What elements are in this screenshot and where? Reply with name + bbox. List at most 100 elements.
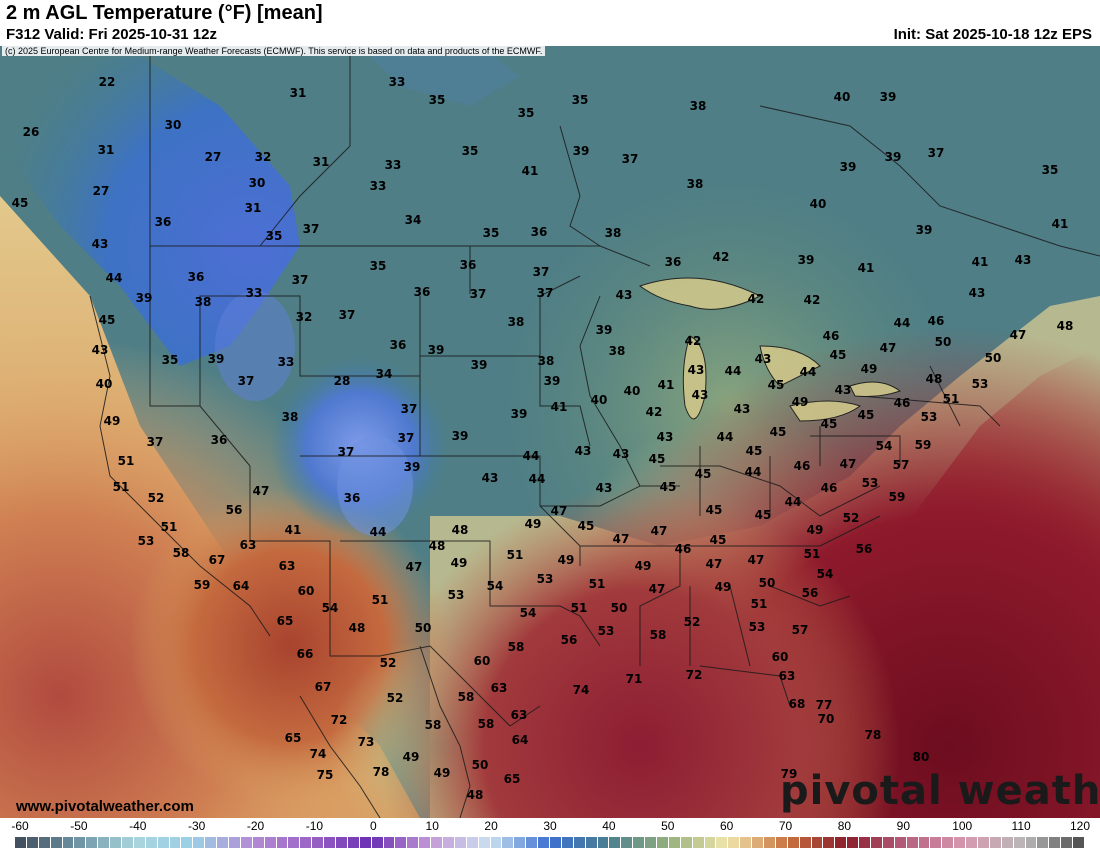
temperature-label: 45: [829, 348, 847, 362]
temperature-label: 37: [237, 374, 255, 388]
temperature-label: 41: [857, 261, 875, 275]
legend-swatch: [443, 837, 454, 848]
temperature-label: 59: [193, 578, 211, 592]
temperature-label: 35: [1041, 163, 1059, 177]
legend-swatch: [859, 837, 870, 848]
temperature-label: 63: [278, 559, 296, 573]
legend-swatch: [431, 837, 442, 848]
temperature-label: 39: [915, 223, 933, 237]
legend-swatch: [799, 837, 811, 848]
temperature-label: 36: [530, 225, 548, 239]
temperature-label: 51: [371, 593, 389, 607]
legend-swatch: [407, 837, 419, 848]
temperature-label: 37: [337, 445, 355, 459]
legend-swatch: [526, 837, 538, 848]
legend-swatch: [775, 837, 787, 848]
temperature-label: 41: [284, 523, 302, 537]
legend-swatch: [1037, 837, 1049, 848]
temperature-label: 72: [685, 668, 703, 682]
temperature-label: 43: [612, 447, 630, 461]
temperature-label: 58: [424, 718, 442, 732]
legend-tick-label: -30: [187, 819, 206, 833]
legend-swatch: [894, 837, 906, 848]
temperature-label: 37: [146, 435, 164, 449]
temperature-map: (c) 2025 European Centre for Medium-rang…: [0, 46, 1100, 818]
legend-swatch: [1073, 837, 1084, 848]
temperature-label: 48: [925, 372, 943, 386]
temperature-label: 38: [281, 410, 299, 424]
temperature-label: 39: [543, 374, 561, 388]
temperature-label: 36: [343, 491, 361, 505]
temperature-label: 74: [309, 747, 327, 761]
legend-swatch: [764, 837, 775, 848]
legend-swatch: [906, 837, 918, 848]
temperature-label: 51: [160, 520, 178, 534]
temperature-label: 39: [451, 429, 469, 443]
temperature-label: 72: [330, 713, 348, 727]
temperature-label: 42: [747, 292, 765, 306]
temperature-label: 39: [403, 460, 421, 474]
temperature-label: 43: [595, 481, 613, 495]
legend-swatch: [312, 837, 324, 848]
legend-swatch: [74, 837, 86, 848]
legend-tick-label: 100: [952, 819, 973, 833]
temperature-label: 45: [769, 425, 787, 439]
temperature-label: 74: [572, 683, 590, 697]
legend-swatch: [229, 837, 240, 848]
temperature-label: 48: [466, 788, 484, 802]
legend-swatch: [609, 837, 621, 848]
temperature-label: 35: [265, 229, 283, 243]
legend-swatch: [585, 837, 597, 848]
temperature-label: 45: [709, 533, 727, 547]
legend-swatch: [692, 837, 704, 848]
temperature-label: 40: [833, 90, 851, 104]
temperature-label: 41: [521, 164, 539, 178]
legend-swatch: [680, 837, 692, 848]
legend-swatch: [811, 837, 823, 848]
legend-swatch: [98, 837, 110, 848]
legend-swatch: [514, 837, 526, 848]
legend-tick-label: 90: [896, 819, 911, 833]
temperature-label: 65: [503, 772, 521, 786]
temperature-label: 38: [608, 344, 626, 358]
temperature-label: 49: [557, 553, 575, 567]
legend-swatch: [561, 837, 573, 848]
legend-swatch: [38, 837, 50, 848]
temperature-label: 53: [971, 377, 989, 391]
temperature-label: 49: [402, 750, 420, 764]
temperature-label: 43: [481, 471, 499, 485]
temperature-label: 51: [117, 454, 135, 468]
temperature-label: 37: [469, 287, 487, 301]
legend-swatch: [657, 837, 668, 848]
temperature-label: 35: [517, 106, 535, 120]
legend-tick-label: 0: [369, 819, 377, 833]
legend-tick-label: 30: [543, 819, 557, 833]
temperature-label: 63: [239, 538, 257, 552]
temperature-label: 56: [801, 586, 819, 600]
temperature-label: 42: [803, 293, 821, 307]
legend-swatch: [597, 837, 609, 848]
temperature-label: 39: [879, 90, 897, 104]
temperature-label: 35: [428, 93, 446, 107]
temperature-label: 37: [400, 402, 418, 416]
temperature-label: 56: [560, 633, 578, 647]
legend-swatch: [847, 837, 859, 848]
temperature-label: 56: [855, 542, 873, 556]
legend-tick-label: 110: [1011, 819, 1031, 833]
temperature-label: 39: [797, 253, 815, 267]
temperature-label: 43: [834, 383, 852, 397]
temperature-label: 38: [537, 354, 555, 368]
temperature-label: 51: [112, 480, 130, 494]
temperature-label: 39: [470, 358, 488, 372]
temperature-label: 46: [793, 459, 811, 473]
temperature-label: 51: [588, 577, 606, 591]
temperature-label: 36: [413, 285, 431, 299]
temperature-label: 22: [98, 75, 116, 89]
temperature-label: 39: [427, 343, 445, 357]
legend-tick-label: 70: [778, 819, 793, 833]
temperature-label: 31: [97, 143, 115, 157]
temperature-label: 75: [316, 768, 334, 782]
temperature-label: 37: [536, 286, 554, 300]
website-url[interactable]: www.pivotalweather.com: [16, 798, 194, 815]
temperature-label: 47: [550, 504, 568, 518]
